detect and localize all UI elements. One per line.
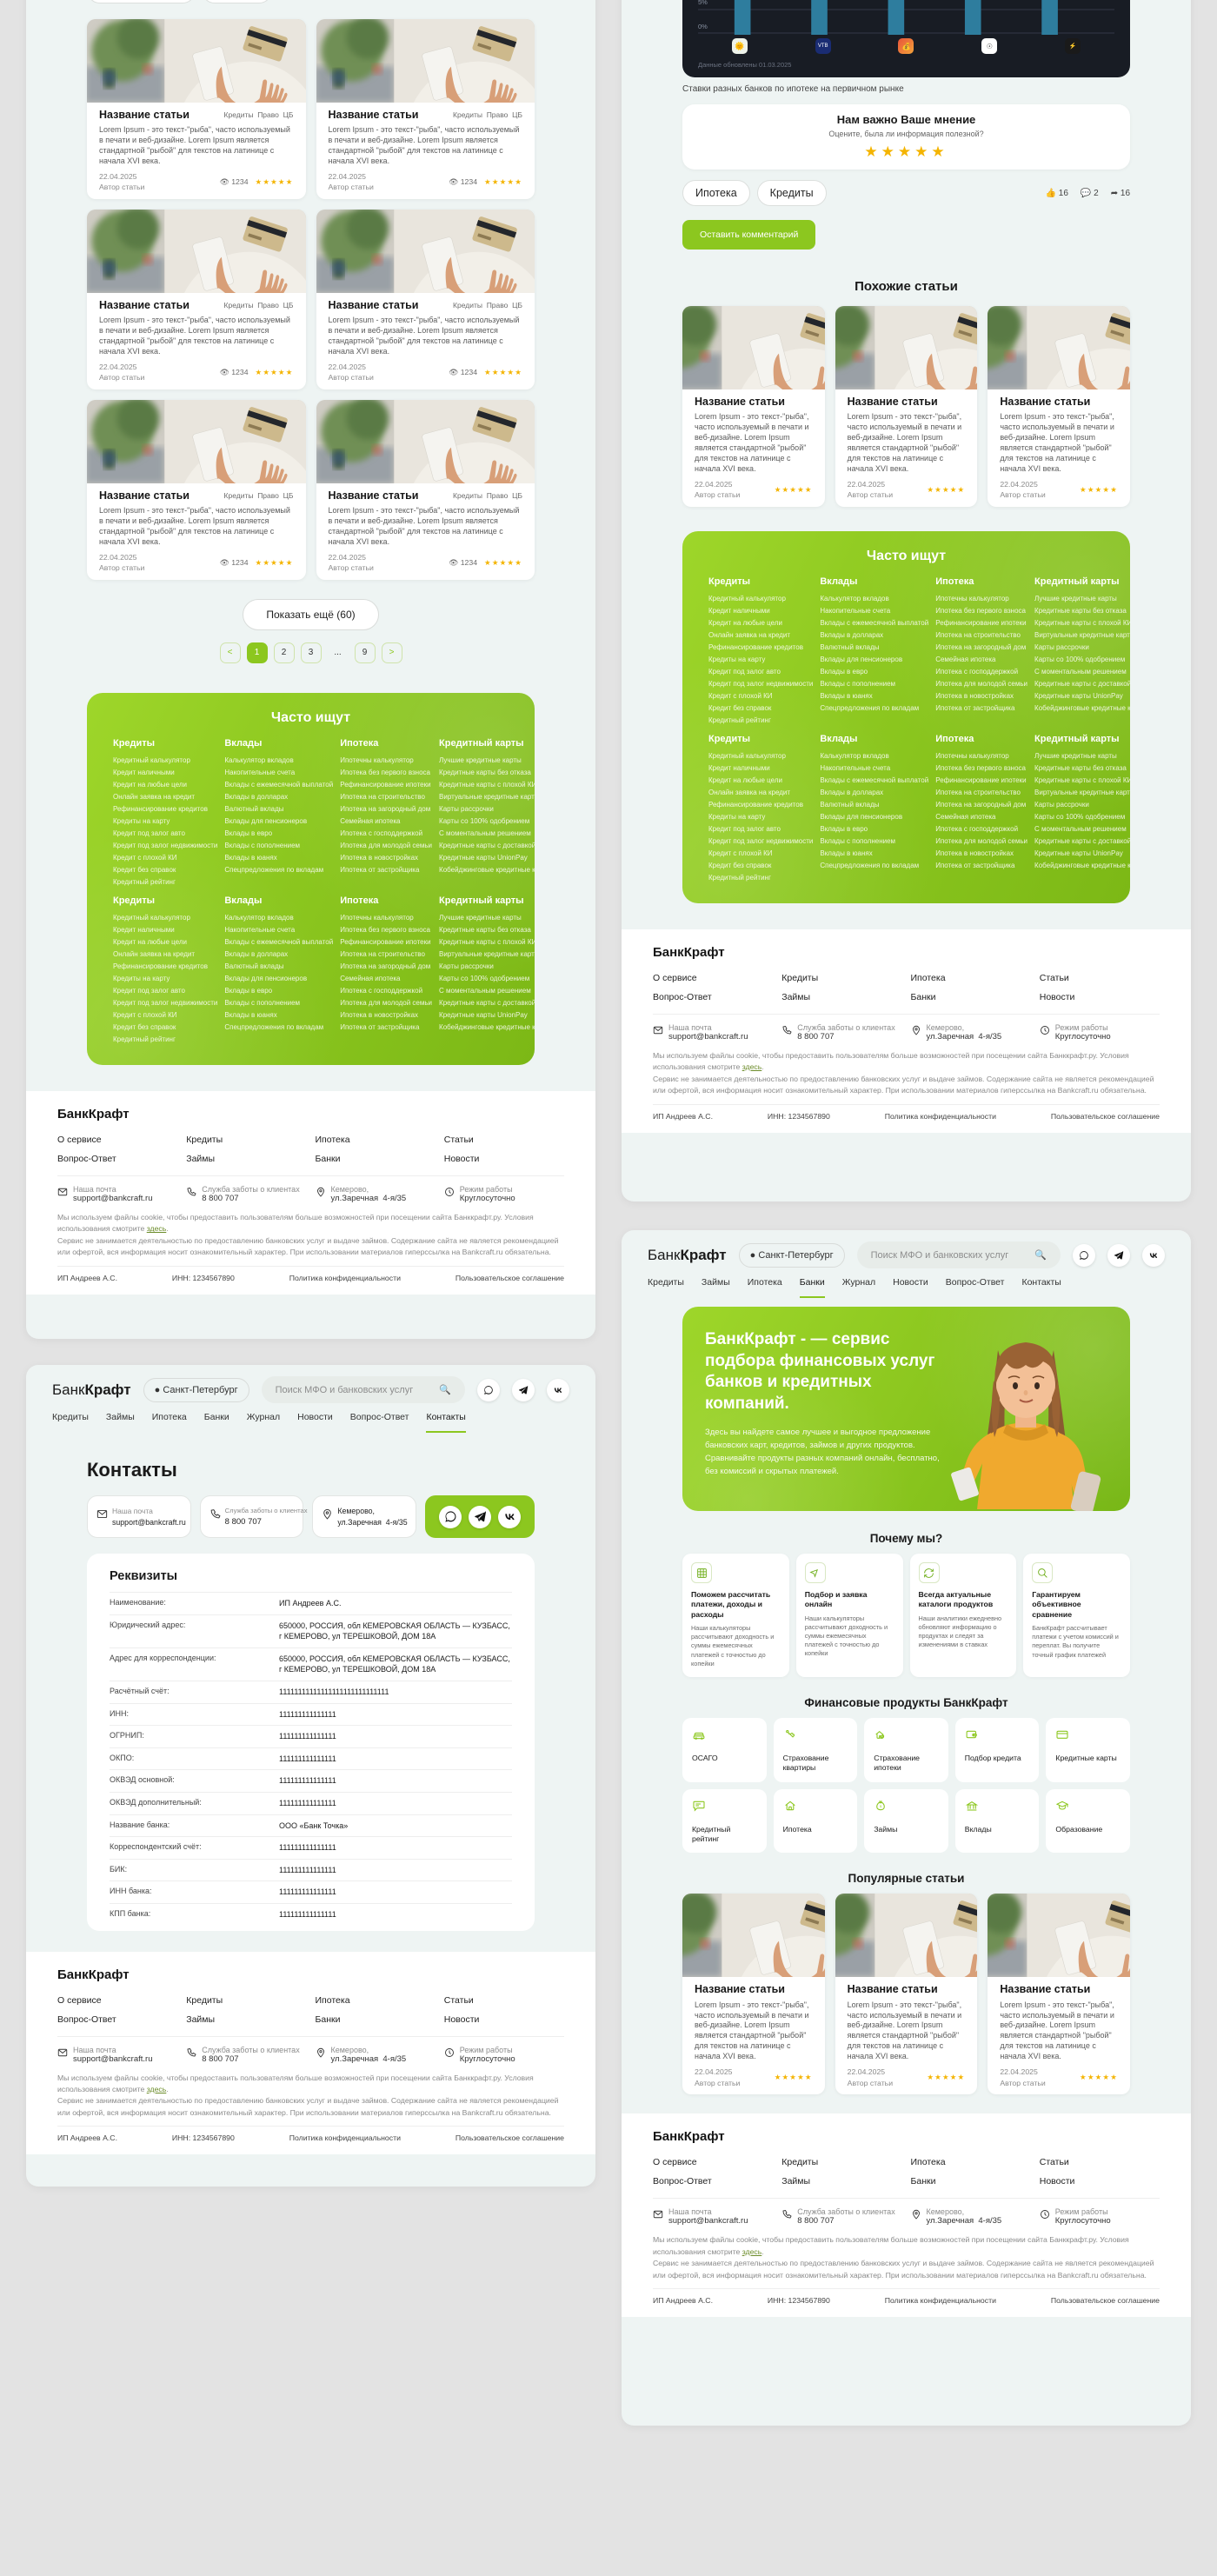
svg-text:$: $ <box>880 1805 881 1808</box>
